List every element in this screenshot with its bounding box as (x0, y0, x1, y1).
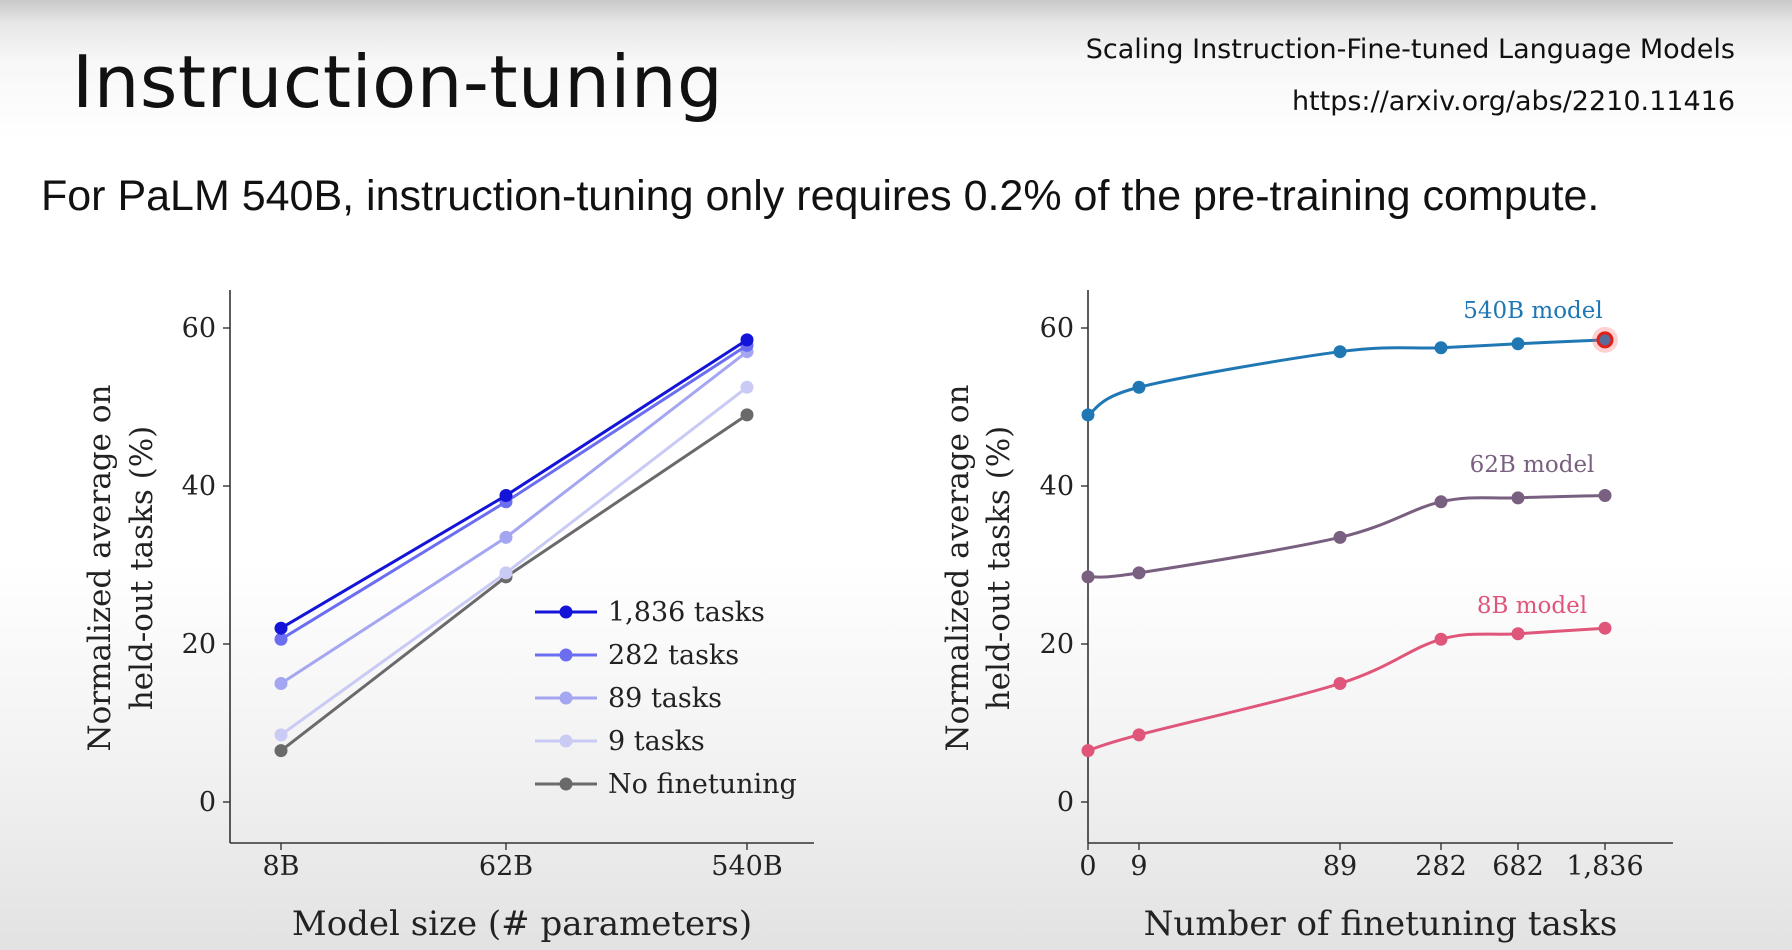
x-tick-label: 9 (1130, 851, 1147, 882)
data-point-8b-model (1333, 677, 1347, 690)
y-tick-label: 60 (182, 313, 216, 344)
data-point-62b-model (1598, 488, 1612, 502)
cursor-highlight-ring (1596, 331, 1614, 349)
data-point-89-tasks (274, 677, 288, 690)
data-point-no-finetuning (740, 408, 754, 422)
y-tick-label: 0 (199, 787, 216, 818)
data-point-8b-model (1511, 627, 1525, 641)
series-line-1-836-tasks (280, 338, 748, 630)
legend-marker-no-finetuning (559, 777, 573, 791)
data-point-62b-model (1511, 491, 1525, 505)
data-point-8b-model (1598, 621, 1612, 635)
data-point-540b-model (1511, 337, 1525, 351)
legend-marker-1-836-tasks (559, 605, 573, 619)
data-point-8b-model (1434, 632, 1448, 646)
series-line-282-tasks (280, 344, 748, 641)
data-point-9-tasks (274, 728, 288, 742)
legend-label-89-tasks: 89 tasks (608, 683, 722, 714)
y-axis-label-line: held-out tasks (%) (124, 426, 160, 711)
data-point-540b-model (1333, 345, 1347, 359)
y-axis-label-line: Normalized average on (940, 384, 976, 751)
legend-label-no-finetuning: No finetuning (608, 769, 797, 800)
slide-subtitle: For PaLM 540B, instruction-tuning only r… (41, 172, 1600, 220)
chart-finetuning-tasks: 0 20 40 60 Number of finetuning tasks Normali… (940, 290, 1673, 944)
x-tick-label: 8B (262, 851, 299, 882)
legend-label-9-tasks: 9 tasks (608, 726, 705, 757)
data-point-8b-model (1081, 744, 1095, 758)
data-point-9-tasks (740, 380, 754, 394)
series-line-540b-model (1087, 338, 1606, 417)
data-point-62b-model (1132, 566, 1146, 580)
y-tick-label: 60 (1040, 313, 1074, 344)
paper-reference-url[interactable]: https://arxiv.org/abs/2210.11416 (1291, 86, 1735, 117)
series-line-89-tasks (280, 350, 748, 685)
x-axis-label: Model size (# parameters) (292, 904, 752, 944)
data-point-1-836-tasks (499, 488, 513, 502)
series-label-62b-model: 62B model (1470, 452, 1595, 478)
paper-reference-title: Scaling Instruction-Fine-tuned Language … (1085, 34, 1735, 65)
y-tick-label: 20 (1040, 629, 1074, 660)
data-point-62b-model (1333, 530, 1347, 544)
data-point-540b-model (1081, 408, 1095, 422)
y-tick-label: 40 (182, 471, 216, 502)
data-point-1-836-tasks (274, 621, 288, 635)
data-point-89-tasks (499, 530, 513, 544)
data-point-540b-model (1434, 341, 1448, 355)
data-point-62b-model (1081, 570, 1095, 584)
x-tick-label: 62B (479, 851, 533, 882)
data-point-282-tasks (274, 632, 288, 646)
x-tick-label: 1,836 (1566, 851, 1643, 882)
y-tick-label: 0 (1057, 787, 1074, 818)
x-tick-label: 282 (1415, 851, 1467, 882)
data-point-no-finetuning (274, 744, 288, 758)
data-point-8b-model (1132, 728, 1146, 742)
data-point-540b-model (1132, 380, 1146, 394)
y-axis-label-line: held-out tasks (%) (981, 426, 1017, 711)
chart-model-size: 0 20 40 60 Model size (# parameters) Normaliz… (82, 290, 814, 944)
data-point-62b-model (1434, 495, 1448, 509)
y-tick-label: 40 (1040, 471, 1074, 502)
legend-label-282-tasks: 282 tasks (608, 640, 739, 671)
x-tick-label: 0 (1079, 851, 1096, 882)
x-tick-label: 540B (711, 851, 782, 882)
legend-marker-282-tasks (559, 648, 573, 662)
series-line-62b-model (1087, 493, 1606, 579)
data-point-9-tasks (499, 566, 513, 580)
legend-marker-89-tasks (559, 691, 573, 705)
legend-marker-9-tasks (559, 734, 573, 748)
x-tick-label: 682 (1492, 851, 1544, 882)
y-tick-label: 20 (182, 629, 216, 660)
x-tick-label: 89 (1323, 851, 1357, 882)
slide-title: Instruction-tuning (72, 40, 724, 124)
data-point-540b-model (1598, 333, 1612, 347)
series-line-8b-model (1087, 626, 1606, 753)
cursor-highlight-glow (1592, 326, 1618, 353)
legend-label-1-836-tasks: 1,836 tasks (608, 597, 765, 628)
data-point-1-836-tasks (740, 333, 754, 347)
x-axis-label: Number of finetuning tasks (1144, 904, 1618, 944)
series-label-540b-model: 540B model (1463, 298, 1602, 324)
series-label-8b-model: 8B model (1477, 593, 1587, 619)
y-axis-label-line: Normalized average on (82, 384, 118, 751)
